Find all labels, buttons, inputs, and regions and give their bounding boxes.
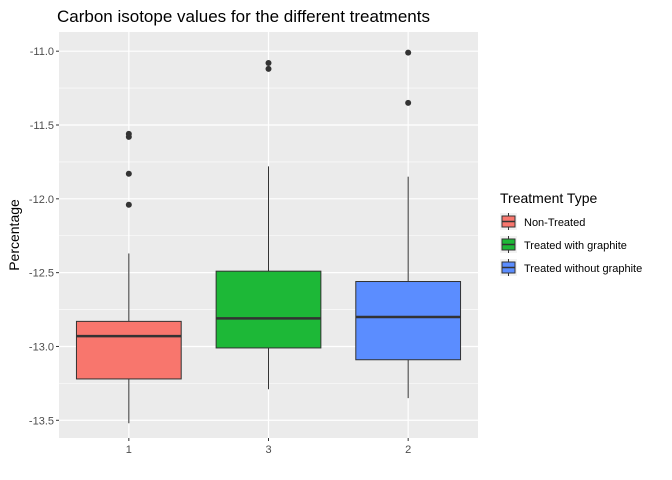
outlier-point xyxy=(125,133,132,140)
legend-label: Treated with graphite xyxy=(524,240,627,252)
x-tick-label: 1 xyxy=(126,444,132,456)
legend-item: Treated without graphite xyxy=(500,259,642,276)
legend-label: Non-Treated xyxy=(524,217,585,229)
y-tick-label: -11.5 xyxy=(30,120,54,132)
outlier-point xyxy=(125,201,132,208)
y-tick-label: -11.0 xyxy=(30,46,54,58)
legend-title: Treatment Type xyxy=(500,190,597,206)
y-tick-label: -12.0 xyxy=(29,194,54,206)
box-body xyxy=(215,270,322,349)
x-tick-label: 2 xyxy=(405,444,411,456)
box-3 xyxy=(215,60,322,390)
y-tick-label: -13.5 xyxy=(29,415,54,427)
outlier-point xyxy=(405,49,412,56)
y-axis: -11.0 -11.5 -12.0 -12.5 -13.0 -13.5 xyxy=(29,46,59,427)
outlier-point xyxy=(265,60,272,67)
legend-label: Treated without graphite xyxy=(524,263,642,275)
legend: Treatment Type Non-Treated Treated with g… xyxy=(500,190,642,276)
chart-title: Carbon isotope values for the different … xyxy=(57,7,430,26)
y-tick-label: -12.5 xyxy=(29,268,54,280)
outlier-point xyxy=(265,65,272,72)
boxes xyxy=(75,49,462,424)
x-axis: 1 3 2 xyxy=(126,438,411,456)
box-body xyxy=(75,320,182,380)
box-body xyxy=(355,281,462,361)
y-tick-label: -13.0 xyxy=(29,341,54,353)
y-axis-label: Percentage xyxy=(6,199,22,271)
box-1 xyxy=(75,130,182,424)
legend-item: Treated with graphite xyxy=(500,236,627,253)
outlier-point xyxy=(405,99,412,106)
x-tick-label: 3 xyxy=(265,444,271,456)
box-2 xyxy=(355,49,462,399)
outlier-point xyxy=(125,170,132,177)
legend-item: Non-Treated xyxy=(500,213,585,230)
